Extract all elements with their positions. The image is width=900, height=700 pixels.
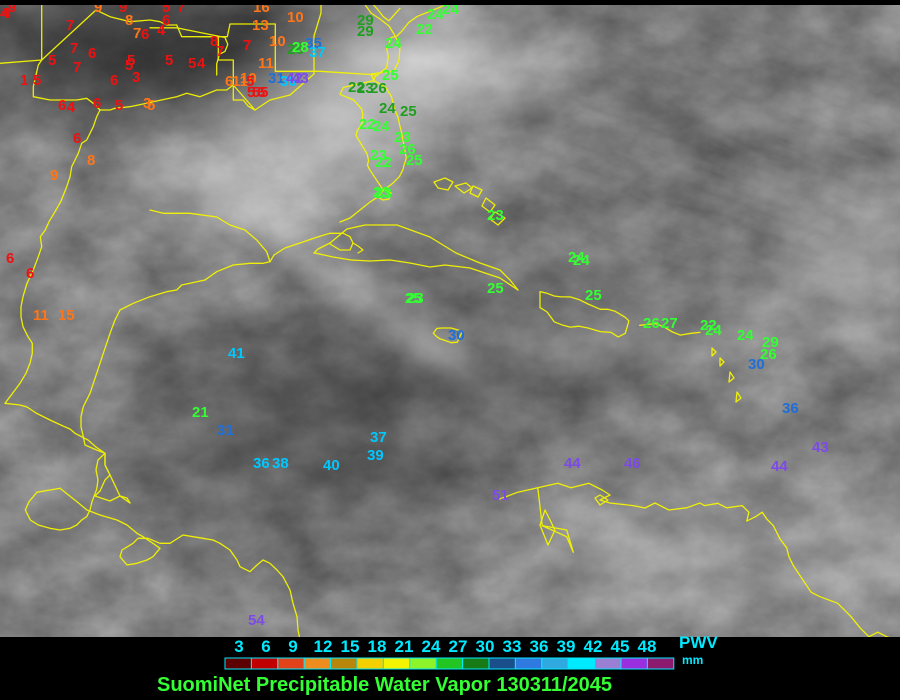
svg-text:33: 33 [503, 637, 522, 656]
svg-text:mm: mm [682, 653, 703, 667]
svg-text:21: 21 [395, 637, 414, 656]
svg-text:SuomiNet Precipitable Water Va: SuomiNet Precipitable Water Vapor 130311… [157, 674, 612, 696]
svg-text:48: 48 [638, 637, 657, 656]
svg-text:42: 42 [584, 637, 603, 656]
svg-text:36: 36 [530, 637, 549, 656]
svg-text:18: 18 [368, 637, 387, 656]
svg-text:9: 9 [288, 637, 297, 656]
svg-text:3: 3 [234, 637, 243, 656]
svg-text:12: 12 [314, 637, 333, 656]
svg-text:6: 6 [261, 637, 270, 656]
svg-text:45: 45 [611, 637, 630, 656]
svg-text:30: 30 [476, 637, 495, 656]
svg-text:39: 39 [557, 637, 576, 656]
svg-text:24: 24 [422, 637, 441, 656]
svg-text:27: 27 [449, 637, 468, 656]
svg-text:15: 15 [341, 637, 360, 656]
svg-text:PWV: PWV [679, 633, 718, 652]
